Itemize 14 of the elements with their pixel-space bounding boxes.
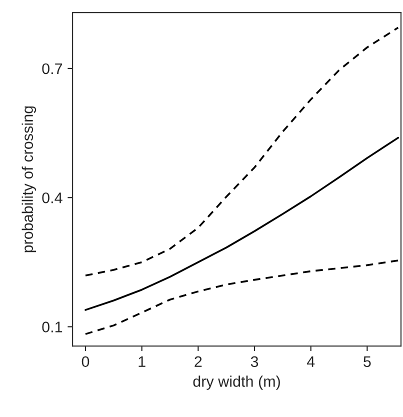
line-series: [84, 260, 400, 335]
y-tick-label: 0.1: [42, 322, 62, 332]
y-axis-title: probability of crossing: [22, 106, 36, 252]
x-axis-title: dry width (m): [193, 376, 280, 390]
y-tick-label: 0.7: [42, 63, 62, 74]
x-tick-label: 2: [194, 356, 202, 367]
y-tick-label: 0.4: [42, 192, 62, 204]
x-tick-label: 3: [250, 356, 258, 368]
x-tick-label: 4: [306, 356, 315, 367]
x-tick-label: 1: [138, 356, 146, 367]
x-tick-label: 5: [364, 356, 371, 368]
line-series: [84, 136, 400, 311]
line-series: [84, 26, 400, 276]
x-tick-label: 0: [82, 356, 90, 368]
